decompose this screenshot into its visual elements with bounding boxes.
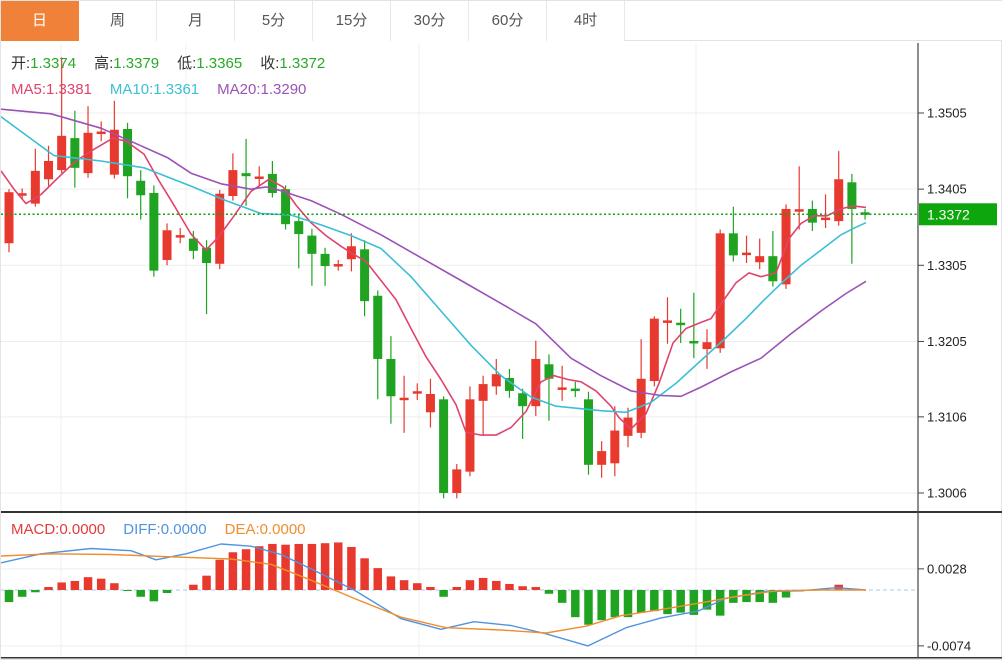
macd-lines-layer (1, 543, 867, 647)
axis-tick-label: 1.3106 (927, 409, 967, 424)
candles-layer (4, 57, 870, 499)
timeframe-tabs: 日周月 5分 15分 30分 60分 4时 (1, 1, 1002, 41)
dea-line (1, 553, 866, 634)
main-gridlines (1, 112, 918, 494)
tab-daily[interactable]: 日 (1, 1, 79, 41)
axis-tick-label: 1.3006 (927, 485, 967, 500)
ma-line-ma10 (1, 116, 867, 414)
tab-monthly[interactable]: 月 (157, 1, 235, 41)
tab-weekly[interactable]: 周 (79, 1, 157, 41)
tab-5min[interactable]: 5分 (235, 1, 313, 41)
bottom-border (1, 657, 1002, 659)
y-axis-labels: 1.3505 1.3405 1.3305 1.3205 1.3106 1.3006 0.00… (918, 106, 971, 653)
chart-canvas[interactable]: 1.3372 1.3505 1.3405 1.3305 1.3205 1.3106 1.30… (1, 41, 1002, 660)
axis-tick-label: 0.0028 (927, 561, 967, 576)
tab-30min[interactable]: 30分 (391, 1, 469, 41)
ma-lines-layer (1, 108, 867, 436)
tab-4hour[interactable]: 4时 (547, 1, 625, 41)
panel-divider (1, 511, 1002, 513)
axis-tick-label: -0.0074 (927, 638, 971, 653)
last-price-badge: 1.3372 (919, 203, 997, 226)
axis-tick-label: 1.3305 (927, 258, 967, 273)
axis-tick-label: 1.3405 (927, 182, 967, 197)
axis-tick-label: 1.3505 (927, 106, 967, 121)
ma-line-ma20 (1, 108, 867, 398)
macd-gridlines (1, 568, 918, 647)
last-price-badge-label: 1.3372 (927, 206, 970, 222)
tab-60min[interactable]: 60分 (469, 1, 547, 41)
axis-tick-label: 1.3205 (927, 334, 967, 349)
ma-line-ma5 (1, 137, 867, 436)
tab-15min[interactable]: 15分 (313, 1, 391, 41)
